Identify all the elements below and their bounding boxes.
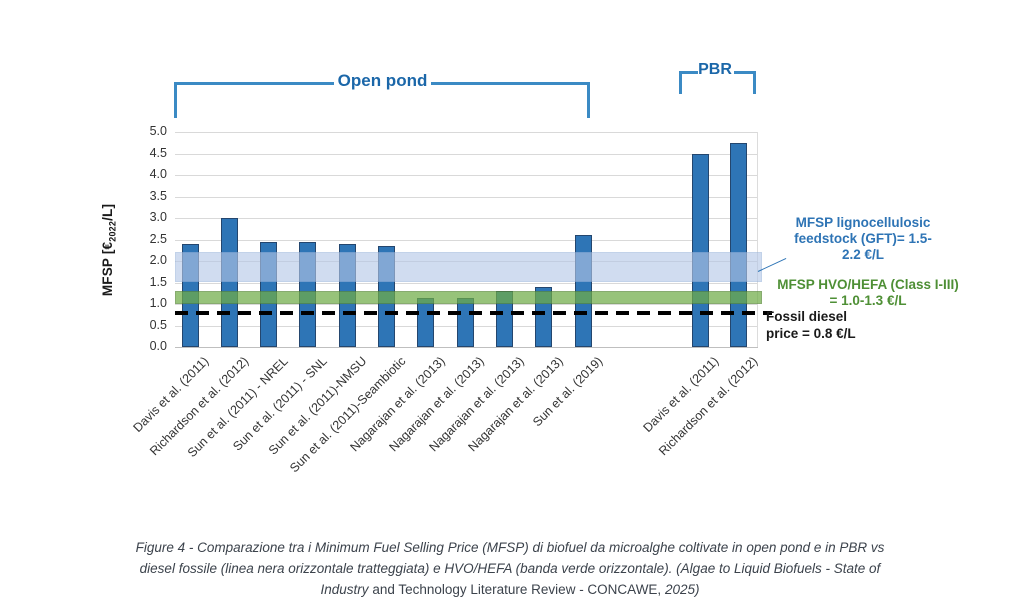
y-tick-label: 1.5 <box>149 274 167 289</box>
open-pond-bracket-tick-right <box>587 82 590 118</box>
hvo-band-annotation: MFSP HVO/HEFA (Class I-III) = 1.0-1.3 €/… <box>760 277 976 309</box>
reference-band <box>175 291 762 304</box>
caption-line-3: Industry and Technology Literature Revie… <box>50 579 970 600</box>
gridline <box>175 175 758 176</box>
y-axis-title-prefix: MFSP [€ <box>100 241 115 297</box>
y-tick-label: 4.5 <box>149 145 167 160</box>
bar <box>220 218 238 347</box>
fossil-diesel-dashed-line <box>175 310 772 315</box>
y-tick-label: 0.0 <box>149 339 167 353</box>
pbr-bracket-tick-left <box>679 71 682 94</box>
y-tick-label: 1.0 <box>149 296 167 310</box>
y-tick-label: 3.5 <box>149 188 167 203</box>
gft-annotation-line1: MFSP lignocellulosic <box>795 215 931 230</box>
x-axis-label: Sun et al. (2019) <box>529 354 605 430</box>
fossil-annotation-line2: price = 0.8 €/L <box>766 325 856 341</box>
y-axis-title-suffix: /L] <box>100 203 115 221</box>
gridline <box>175 347 758 348</box>
gridline <box>175 132 758 133</box>
bar <box>417 297 435 347</box>
bar <box>730 142 747 348</box>
pbr-bracket-tick-right <box>753 71 756 94</box>
bar <box>456 297 474 347</box>
gridline <box>175 218 758 219</box>
caption-source-title-italic: Industry <box>320 582 369 597</box>
y-tick-label: 5.0 <box>149 124 167 138</box>
fossil-diesel-annotation: Fossil diesel price = 0.8 €/L <box>766 309 966 342</box>
caption-line-1: Figure 4 - Comparazione tra i Minimum Fu… <box>135 540 885 555</box>
open-pond-group-label: Open pond <box>337 71 428 90</box>
gft-band-annotation: MFSP lignocellulosic feedstock (GFT)= 1.… <box>763 215 963 263</box>
bar <box>691 153 709 347</box>
y-tick-label: 2.0 <box>149 253 167 267</box>
y-tick-label: 4.0 <box>149 167 167 181</box>
pbr-group-label: PBR <box>698 61 732 78</box>
hvo-annotation-line1: MFSP HVO/HEFA (Class I-III) <box>777 277 959 292</box>
y-tick-label: 3.0 <box>149 210 167 224</box>
gridline <box>175 196 758 198</box>
pbr-bracket-line-right <box>734 71 756 74</box>
caption-source-year-italic: 2025) <box>664 582 700 597</box>
gridline <box>175 153 758 155</box>
y-tick-label: 0.5 <box>149 317 167 332</box>
caption-line-2: diesel fossile (linea nera orizzontale t… <box>139 561 881 576</box>
hvo-annotation-line2: = 1.0-1.3 €/L <box>829 293 907 308</box>
gridline <box>175 239 758 241</box>
pbr-bracket-line-left <box>679 71 698 74</box>
open-pond-bracket-tick-left <box>174 82 177 118</box>
gridline <box>175 282 758 284</box>
caption-source-regular: and Technology Literature Review - CONCA… <box>368 582 665 597</box>
plot-right-border <box>757 132 758 347</box>
reference-band <box>175 252 762 283</box>
figure-caption: Figure 4 - Comparazione tra i Minimum Fu… <box>50 537 970 600</box>
gft-annotation-line2: feedstock (GFT)= 1.5- <box>794 231 932 246</box>
open-pond-bracket-line-left <box>174 82 334 85</box>
y-tick-label: 2.5 <box>149 231 167 246</box>
gft-annotation-line3: 2.2 €/L <box>841 247 885 262</box>
open-pond-bracket-line-right <box>431 82 590 85</box>
fossil-annotation-line1: Fossil diesel <box>766 309 848 324</box>
